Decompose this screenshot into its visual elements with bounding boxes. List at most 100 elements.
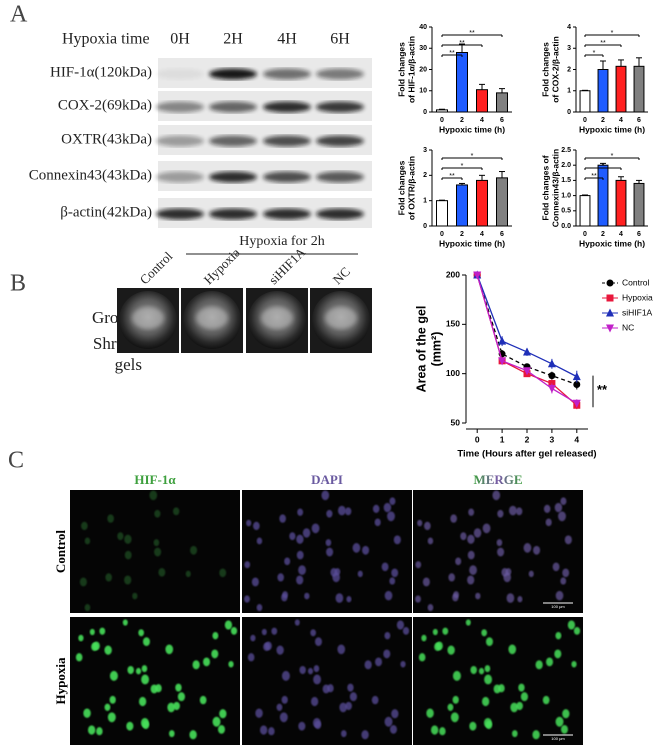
sig-label: ** — [469, 30, 475, 37]
nucleus — [251, 577, 259, 587]
nucleus — [126, 721, 134, 731]
nucleus — [313, 665, 320, 673]
nucleus — [138, 629, 145, 637]
x-tick-label: 2 — [601, 117, 605, 124]
sig-label: * — [602, 163, 605, 170]
y-axis-label: Fold changes — [540, 42, 550, 97]
nucleus — [149, 490, 158, 501]
nucleus — [554, 649, 562, 659]
x-tick-label: 0 — [583, 231, 587, 238]
nucleus — [517, 596, 523, 603]
nucleus — [104, 703, 111, 711]
gel-group-label: NC — [330, 264, 353, 287]
nucleus — [493, 684, 501, 694]
column-header: MERGE — [473, 472, 522, 487]
blot-band — [156, 171, 204, 183]
nucleus — [455, 557, 462, 566]
nucleus — [497, 547, 505, 557]
nucleus — [505, 568, 512, 576]
nucleus — [255, 708, 263, 718]
marker — [548, 372, 556, 380]
gel-group-label: siHIF1A — [266, 244, 309, 287]
nucleus — [364, 660, 372, 670]
nucleus — [520, 692, 529, 702]
nucleus — [381, 562, 389, 572]
nucleus — [389, 497, 396, 506]
y-tick-label: 1 — [423, 198, 427, 205]
bar — [496, 177, 508, 227]
nucleus — [230, 626, 238, 635]
y-tick-label: 50 — [451, 417, 461, 427]
sig-label: ** — [459, 40, 465, 47]
nucleus — [452, 695, 459, 704]
nucleus — [391, 568, 399, 578]
nucleus — [313, 674, 322, 685]
nucleus — [165, 644, 174, 655]
bar — [615, 65, 627, 113]
nucleus — [523, 543, 532, 553]
nucleus — [448, 573, 455, 582]
bar — [579, 195, 591, 227]
nucleus — [190, 545, 198, 555]
bar — [579, 90, 591, 113]
nucleus — [199, 695, 207, 705]
gel-header: Hypoxia for 2h — [239, 234, 325, 249]
blot-band — [156, 208, 204, 220]
series-line — [476, 274, 578, 404]
nucleus — [122, 619, 128, 626]
nucleus — [141, 665, 148, 673]
legend-label: Hypoxia — [622, 292, 653, 302]
nucleus — [564, 535, 572, 545]
nucleus — [349, 692, 358, 702]
nucleus — [467, 575, 475, 585]
blot-band — [263, 135, 311, 147]
x-axis-label: Time (Hours after gel released) — [457, 449, 596, 460]
nucleus — [150, 684, 158, 694]
nucleus — [219, 568, 227, 578]
y-tick-label: 0.5 — [561, 208, 571, 215]
y-tick-label: 1.0 — [561, 192, 571, 199]
blot-band — [263, 68, 311, 80]
nucleus — [460, 532, 467, 541]
nucleus — [447, 703, 454, 711]
nucleus — [481, 696, 490, 707]
nucleus — [508, 505, 517, 516]
nucleus — [346, 596, 352, 603]
sig-label: ** — [449, 173, 455, 180]
nucleus — [250, 634, 256, 642]
x-tick-label: 4 — [574, 434, 579, 444]
marker — [523, 347, 531, 356]
nucleus — [314, 720, 322, 730]
y-tick-label: 3 — [423, 147, 427, 154]
micrograph — [70, 617, 240, 745]
blot-band — [209, 208, 257, 220]
nucleus — [326, 509, 333, 518]
nucleus — [465, 619, 471, 626]
nucleus — [276, 645, 284, 655]
nucleus — [302, 528, 311, 538]
nucleus — [259, 725, 268, 735]
nucleus — [492, 490, 501, 501]
nucleus — [87, 725, 96, 735]
legend-marker — [606, 294, 614, 302]
nucleus — [384, 716, 393, 727]
nucleus — [555, 631, 562, 640]
nucleus — [555, 716, 564, 727]
nucleus — [558, 511, 566, 522]
y-tick-label: 3 — [567, 45, 571, 52]
nucleus — [484, 665, 491, 673]
nucleus — [247, 653, 255, 662]
marker — [523, 367, 531, 376]
nucleus — [424, 521, 431, 531]
nucleus — [297, 508, 304, 516]
nucleus — [167, 702, 176, 713]
nucleus — [127, 665, 134, 675]
nucleus — [177, 692, 186, 702]
nucleus — [296, 534, 304, 544]
nucleus — [469, 721, 477, 731]
nucleus — [467, 534, 475, 544]
bar — [436, 200, 448, 227]
nucleus — [573, 626, 581, 635]
nucleus — [261, 628, 267, 636]
nucleus — [478, 667, 485, 675]
